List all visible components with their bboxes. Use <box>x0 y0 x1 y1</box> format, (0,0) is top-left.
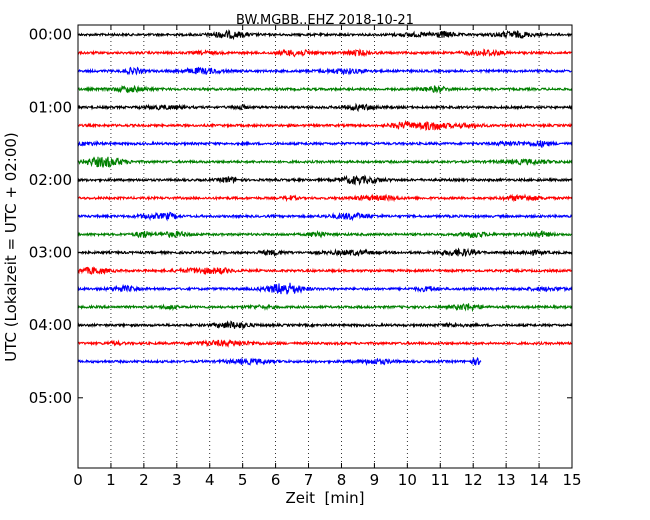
x-tick-label: 13 <box>497 471 516 489</box>
x-tick-label: 4 <box>205 471 215 489</box>
y-axis-label: UTC (Lokalzeit = UTC + 02:00) <box>2 132 20 362</box>
seismogram-trace <box>77 140 573 148</box>
y-axis-ticks: 00:00 01:00 02:00 03:00 04:00 05:00 <box>29 26 572 407</box>
seismogram-trace <box>77 266 573 276</box>
y-tick-label: 04:00 <box>29 316 72 334</box>
x-tick-label: 14 <box>530 471 549 489</box>
seismogram-trace <box>77 48 573 58</box>
x-tick-label: 3 <box>172 471 182 489</box>
y-tick-label: 03:00 <box>29 244 72 262</box>
seismogram-trace <box>77 193 573 203</box>
seismogram-trace <box>77 320 573 329</box>
x-tick-label: 12 <box>464 471 483 489</box>
x-tick-label: 2 <box>139 471 149 489</box>
x-tick-label: 0 <box>73 471 83 489</box>
seismogram-trace <box>77 66 573 76</box>
seismogram-trace <box>77 156 573 168</box>
plot-frame <box>77 24 573 469</box>
seismogram-trace <box>77 229 573 239</box>
x-tick-label: 8 <box>337 471 347 489</box>
traces <box>77 29 573 367</box>
grid <box>110 25 540 468</box>
y-tick-label: 02:00 <box>29 171 72 189</box>
seismogram-trace <box>77 303 573 313</box>
seismogram-trace <box>77 29 573 41</box>
seismogram-trace <box>77 247 573 258</box>
x-tick-label: 11 <box>431 471 450 489</box>
x-tick-label: 15 <box>562 471 581 489</box>
seismogram-trace <box>77 102 573 113</box>
chart-title: BW.MGBB..EHZ 2018-10-21 <box>236 13 414 28</box>
x-tick-label: 6 <box>271 471 281 489</box>
y-tick-label: 00:00 <box>29 26 72 44</box>
y-tick-label: 05:00 <box>29 389 72 407</box>
seismogram-trace <box>77 174 573 186</box>
seismogram-trace <box>77 339 573 348</box>
y-tick-label: 01:00 <box>29 98 72 116</box>
x-axis-ticks: 0 1 2 3 4 5 6 7 8 9 10 11 12 13 14 15 <box>73 25 582 489</box>
seismogram-trace <box>77 356 482 367</box>
x-tick-label: 9 <box>370 471 380 489</box>
x-tick-label: 5 <box>238 471 248 489</box>
x-tick-label: 10 <box>398 471 417 489</box>
seismogram-trace <box>77 84 573 94</box>
x-axis-label: Zeit [min] <box>285 489 364 507</box>
x-tick-label: 1 <box>106 471 116 489</box>
seismogram-trace <box>77 282 573 295</box>
seismogram-trace <box>77 119 573 131</box>
seismogram-trace <box>77 211 573 222</box>
x-tick-label: 7 <box>304 471 314 489</box>
